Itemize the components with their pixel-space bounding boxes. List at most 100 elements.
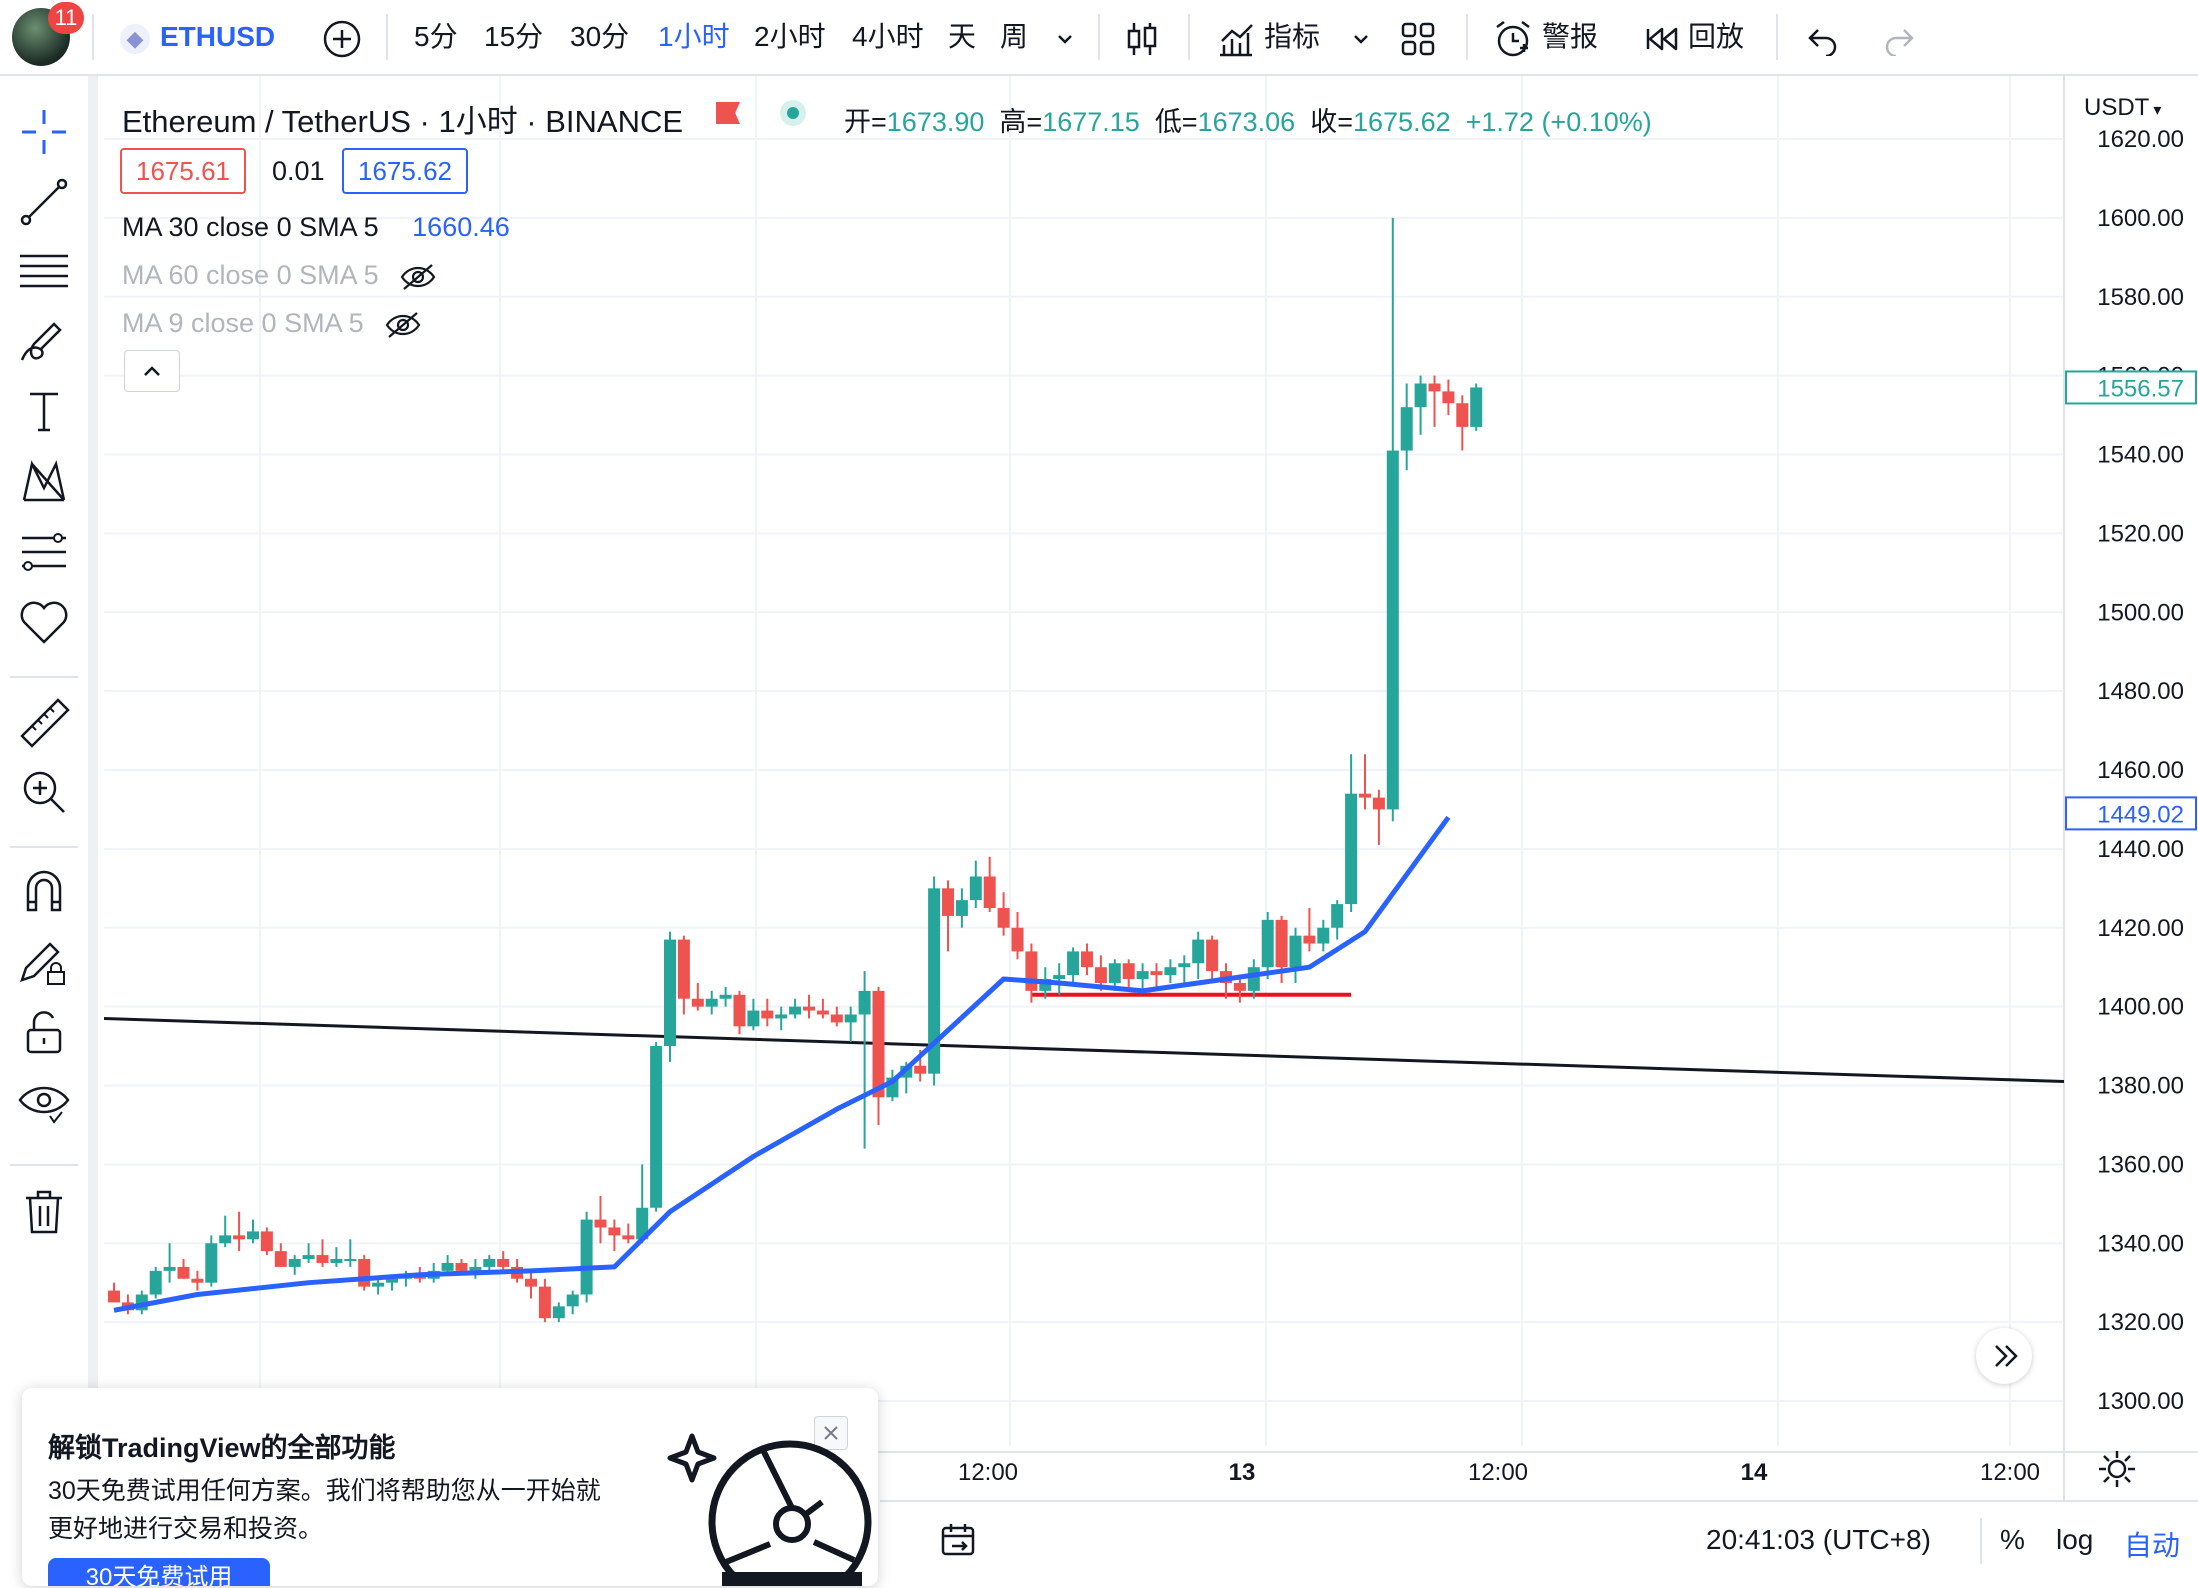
candle-body bbox=[191, 1278, 204, 1283]
price-chart[interactable]: 1300.00 1320.00 1340.00 1360.00 1380.00 1400.… bbox=[104, 76, 2198, 1586]
date-range-calendar-icon[interactable] bbox=[938, 1520, 978, 1560]
currency-selector[interactable]: USDT ▾ bbox=[2084, 94, 2162, 121]
notification-badge: 11 bbox=[48, 2, 84, 34]
interval-4[interactable]: 2小时 bbox=[754, 21, 826, 52]
candle-body bbox=[1178, 963, 1191, 968]
indicators-dropdown-chevron-icon[interactable] bbox=[1350, 0, 1372, 74]
clock-timezone[interactable]: 20:41:03 (UTC+8) bbox=[1706, 1524, 1931, 1555]
candle-body bbox=[1275, 919, 1288, 968]
scroll-to-realtime-button[interactable] bbox=[1976, 1328, 2032, 1384]
candle-body bbox=[580, 1219, 593, 1295]
sell-price-button[interactable]: 1675.61 bbox=[120, 148, 246, 194]
collapse-legend-button[interactable] bbox=[124, 350, 180, 392]
indicator-ma9[interactable]: MA 9 close 0 SMA 5 bbox=[122, 308, 421, 339]
chart-area[interactable]: 1300.00 1320.00 1340.00 1360.00 1380.00 1400.… bbox=[104, 76, 2198, 1586]
ruler-icon[interactable] bbox=[14, 692, 74, 752]
undo-icon[interactable] bbox=[1806, 0, 1840, 74]
candle-body bbox=[594, 1219, 607, 1228]
interval-3[interactable]: 1小时 bbox=[658, 21, 730, 52]
free-trial-button[interactable]: 30天免费试用 bbox=[48, 1558, 270, 1586]
indicator-ma60[interactable]: MA 60 close 0 SMA 5 bbox=[122, 260, 436, 291]
candle-body bbox=[622, 1235, 635, 1240]
drawing-toolbar bbox=[0, 76, 98, 1586]
price-tick-label: 1420.00 bbox=[2097, 915, 2184, 942]
ohlc-values: 开=1673.90 高=1677.15 低=1673.06 收=1675.62 … bbox=[844, 107, 1652, 137]
trend-line-icon[interactable] bbox=[14, 172, 74, 232]
candle-body bbox=[483, 1259, 496, 1267]
candle-body bbox=[983, 876, 996, 909]
layout-grid-icon[interactable] bbox=[1400, 0, 1436, 74]
compare-add-icon[interactable] bbox=[322, 0, 362, 74]
ma30-line bbox=[113, 815, 1451, 1313]
percent-scale-toggle[interactable]: % bbox=[2000, 1524, 2025, 1555]
interval-2[interactable]: 30分 bbox=[570, 21, 630, 52]
candle-body bbox=[1428, 383, 1441, 392]
intervals-dropdown-chevron-icon[interactable] bbox=[1054, 0, 1076, 74]
candle-body bbox=[997, 908, 1010, 928]
interval-0[interactable]: 5分 bbox=[414, 21, 458, 52]
price-tick-label: 1620.00 bbox=[2097, 126, 2184, 153]
candle-body bbox=[969, 876, 982, 901]
candle-body bbox=[789, 1006, 802, 1015]
eye-hidden-icon[interactable] bbox=[385, 311, 421, 339]
price-tick-label: 1300.00 bbox=[2097, 1388, 2184, 1415]
interval-1[interactable]: 15分 bbox=[484, 21, 544, 52]
lock-drawing-icon[interactable] bbox=[14, 932, 74, 992]
favorites-heart-icon[interactable] bbox=[14, 592, 74, 652]
alert-button[interactable]: 警报 bbox=[1492, 0, 1598, 74]
candle-body bbox=[803, 1006, 815, 1011]
brush-icon[interactable] bbox=[14, 312, 74, 372]
auto-scale-toggle[interactable]: 自动 bbox=[2124, 1530, 2181, 1561]
trash-icon[interactable] bbox=[14, 1182, 74, 1242]
indicators-button[interactable]: 指标 bbox=[1216, 0, 1320, 74]
double-chevron-right-icon bbox=[1995, 1345, 2018, 1367]
zoom-in-icon[interactable] bbox=[14, 762, 74, 822]
prediction-icon[interactable] bbox=[14, 522, 74, 582]
candle-body bbox=[538, 1286, 551, 1319]
buy-price-button[interactable]: 1675.62 bbox=[342, 148, 468, 194]
gear-icon[interactable] bbox=[2094, 1446, 2140, 1492]
candle-body bbox=[358, 1259, 371, 1287]
candle-body bbox=[705, 998, 718, 1007]
lock-all-icon[interactable] bbox=[14, 1002, 74, 1062]
series-title[interactable]: Ethereum / TetherUS · 1小时 · BINANCE bbox=[122, 104, 684, 139]
text-tool-icon[interactable] bbox=[14, 382, 74, 442]
redo-icon[interactable] bbox=[1882, 0, 1916, 74]
eye-hidden-icon[interactable] bbox=[400, 263, 436, 291]
candle-body bbox=[566, 1294, 579, 1307]
interval-6[interactable]: 天 bbox=[948, 21, 977, 52]
candle-body bbox=[316, 1255, 329, 1263]
replay-button[interactable]: 回放 bbox=[1644, 0, 1744, 74]
candle-body bbox=[1011, 927, 1024, 952]
fib-lines-icon[interactable] bbox=[14, 242, 74, 302]
candle-body bbox=[344, 1259, 357, 1262]
candle-body bbox=[1456, 403, 1469, 427]
candle-body bbox=[330, 1259, 343, 1263]
current-price-label: 1556.57 bbox=[2097, 375, 2184, 402]
log-scale-toggle[interactable]: log bbox=[2056, 1524, 2094, 1555]
symbol-search[interactable]: ◆ ETHUSD bbox=[120, 0, 275, 74]
indicator-ma30[interactable]: MA 30 close 0 SMA 5 1660.46 bbox=[122, 212, 510, 242]
magnet-icon[interactable] bbox=[14, 862, 74, 922]
candle-body bbox=[1400, 407, 1413, 451]
candle-body bbox=[233, 1235, 246, 1240]
crosshair-icon[interactable] bbox=[14, 102, 74, 162]
trend-line-drawing[interactable] bbox=[104, 1016, 2065, 1084]
eye-visibility-icon[interactable] bbox=[14, 1072, 74, 1132]
candle-body bbox=[497, 1259, 510, 1267]
candle-body bbox=[1136, 971, 1149, 980]
candle-body bbox=[830, 1014, 843, 1023]
close-icon[interactable] bbox=[814, 1416, 848, 1450]
candle-body bbox=[955, 900, 968, 916]
interval-7[interactable]: 周 bbox=[1000, 21, 1029, 52]
price-tick-label: 1400.00 bbox=[2097, 994, 2184, 1021]
ma-price-label-box bbox=[2065, 796, 2197, 831]
candle-body bbox=[1247, 967, 1260, 991]
candle-style-icon[interactable] bbox=[1124, 0, 1160, 74]
pattern-icon[interactable] bbox=[14, 452, 74, 512]
candle-body bbox=[177, 1266, 190, 1279]
spread-value: 0.01 bbox=[272, 156, 325, 186]
candle-body bbox=[914, 1065, 927, 1074]
interval-5[interactable]: 4小时 bbox=[852, 21, 924, 52]
candle-body bbox=[149, 1270, 162, 1295]
